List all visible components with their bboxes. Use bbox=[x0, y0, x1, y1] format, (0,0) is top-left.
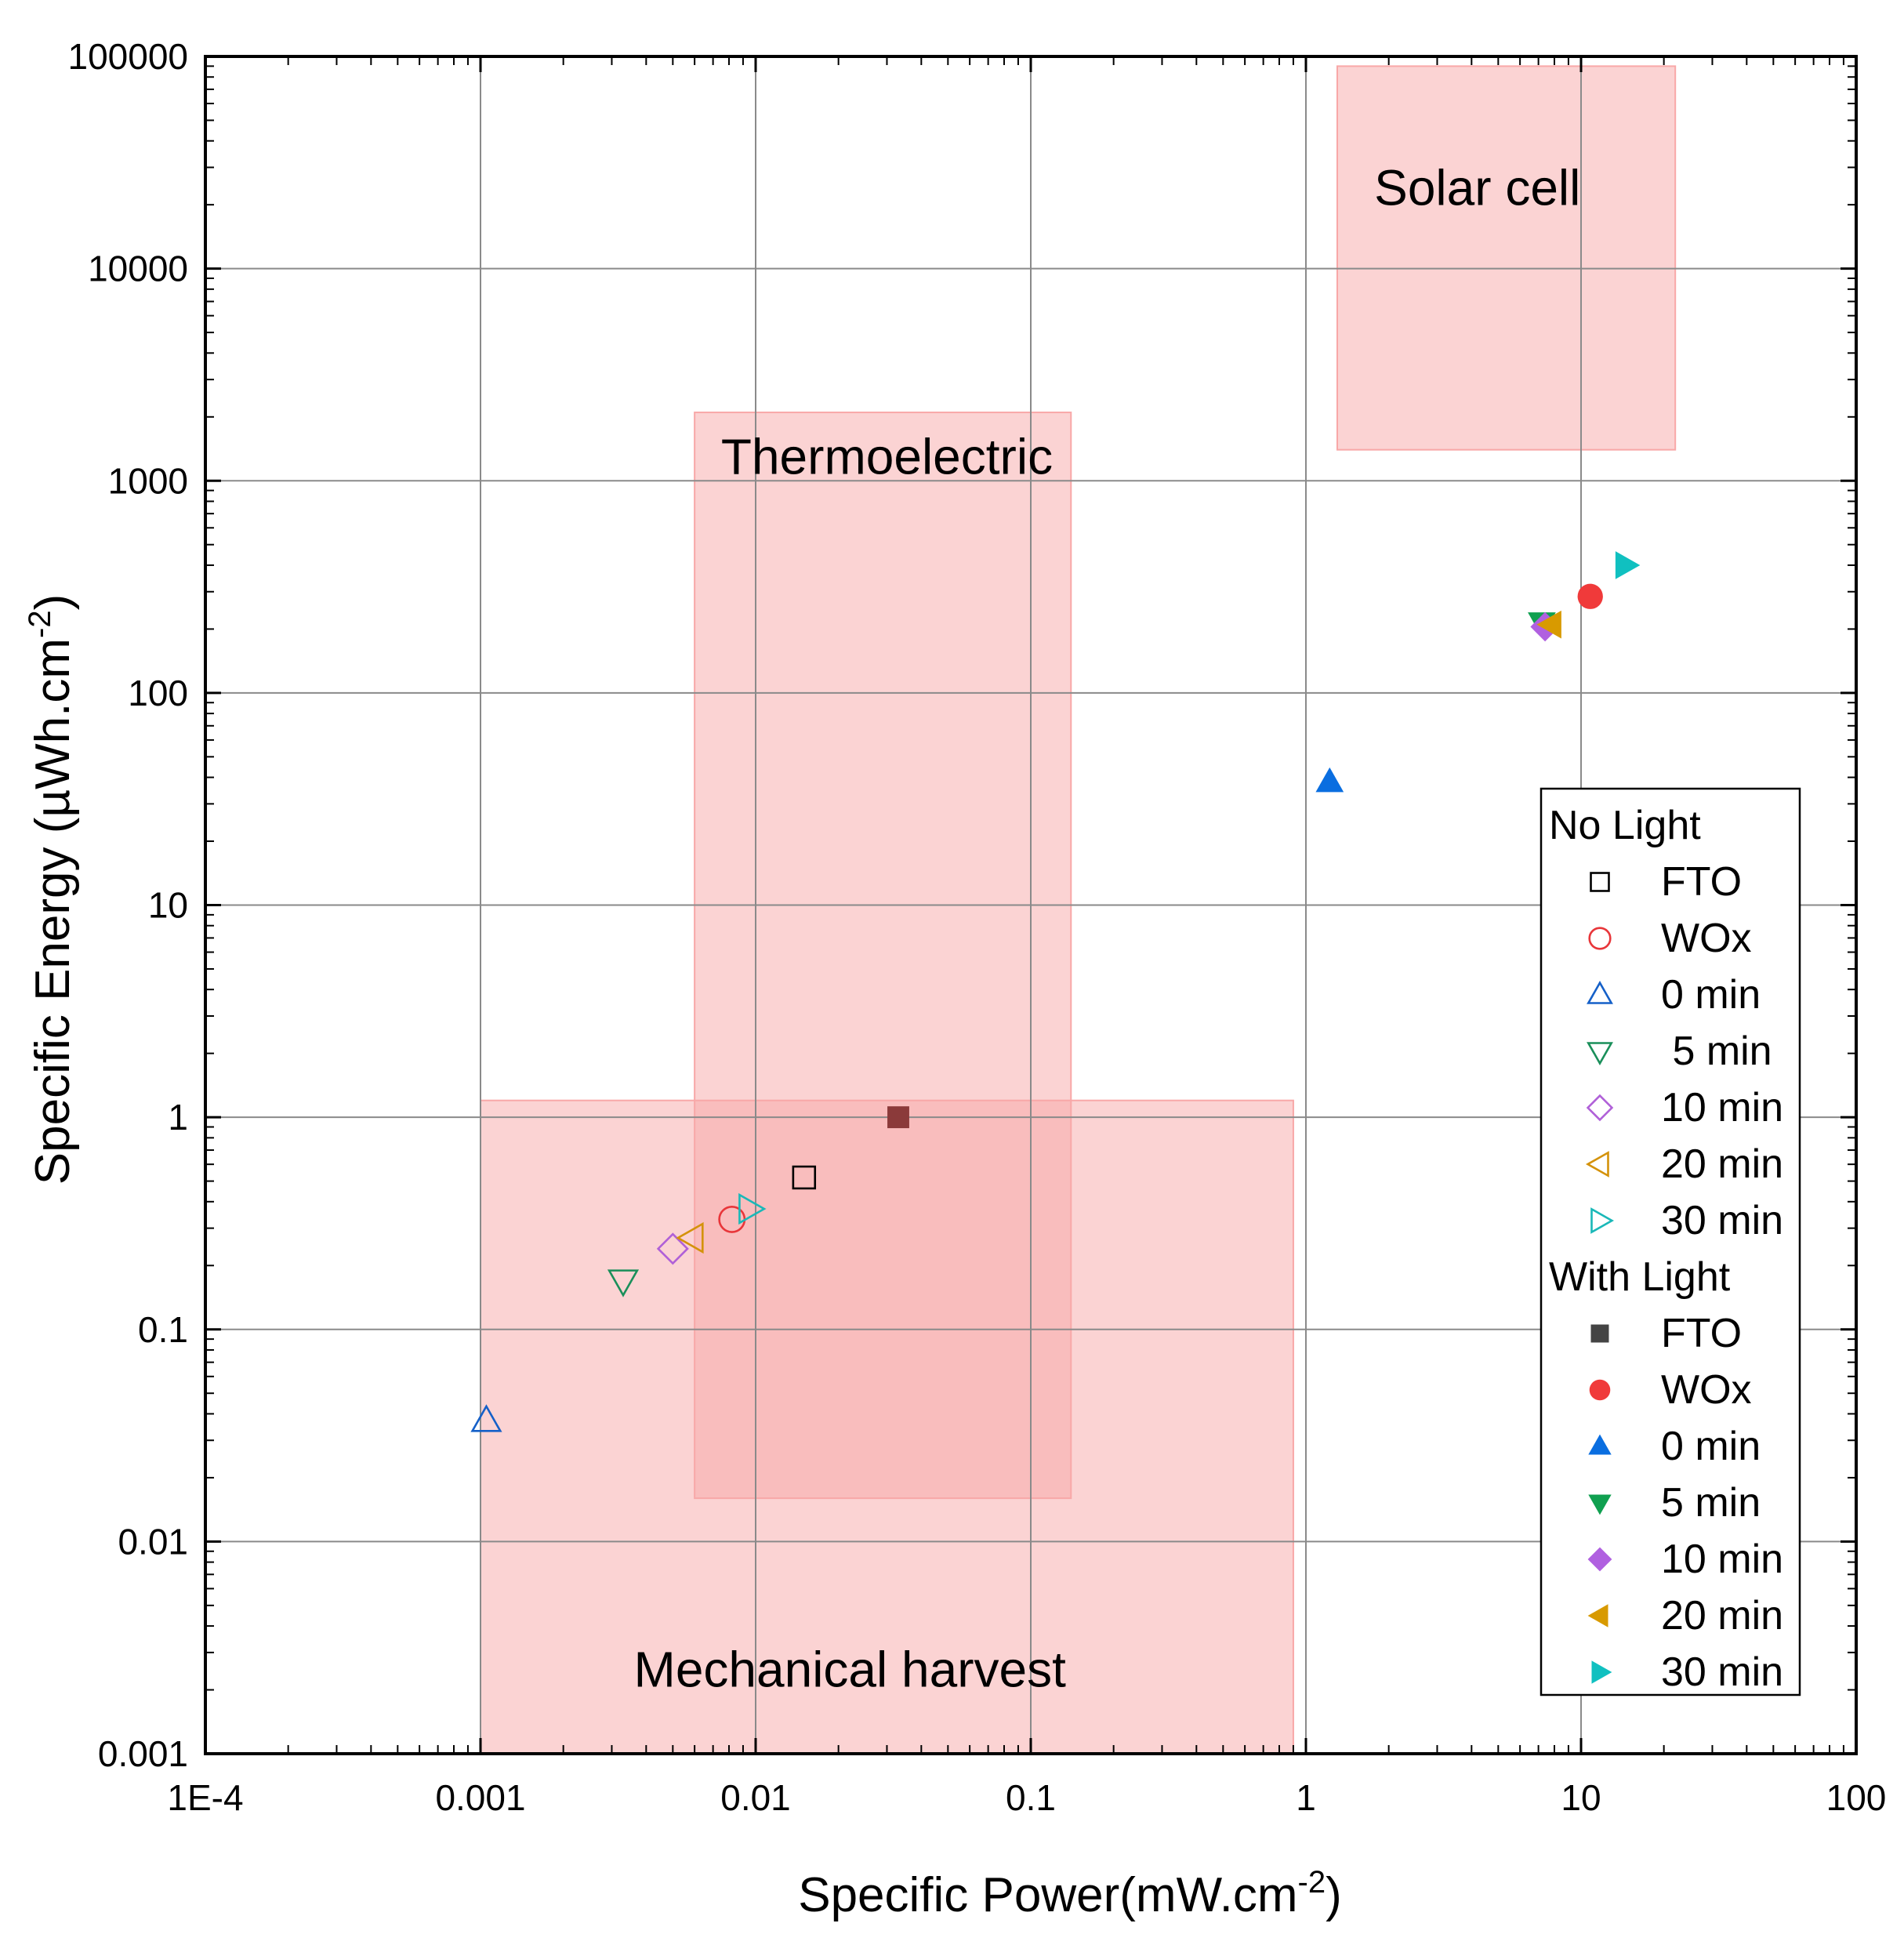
y-tick-label: 0.1 bbox=[138, 1309, 188, 1350]
x-axis-title: Specific Power(mW.cm-2) bbox=[798, 1865, 1342, 1922]
legend-marker bbox=[1589, 1379, 1611, 1401]
region-label: Solar cell bbox=[1374, 160, 1580, 216]
legend-marker bbox=[1588, 1434, 1612, 1455]
x-tick-label: 10 bbox=[1561, 1777, 1601, 1818]
y-axis-title: Specific Energy (µWh.cm-2) bbox=[23, 594, 80, 1185]
legend-entry-label: 0 min bbox=[1661, 1424, 1761, 1469]
x-tick-label: 1E-4 bbox=[167, 1777, 243, 1818]
region-3 bbox=[1336, 65, 1677, 451]
y-tick-label: 1 bbox=[168, 1097, 188, 1138]
legend-entry-label: 20 min bbox=[1661, 1141, 1783, 1187]
legend-marker bbox=[1587, 1604, 1608, 1627]
y-tick-label: 0.001 bbox=[98, 1733, 188, 1774]
legend-entry-label: 30 min bbox=[1661, 1198, 1783, 1243]
legend-entry-label: WOx bbox=[1661, 1367, 1752, 1413]
legend-marker bbox=[1586, 1094, 1614, 1122]
legend-marker bbox=[1587, 980, 1613, 1004]
points-layer bbox=[470, 551, 1641, 1432]
y-tick-label: 100000 bbox=[68, 36, 189, 77]
point-no-light-5-min bbox=[607, 1269, 640, 1297]
x-tick-label: 0.01 bbox=[720, 1777, 791, 1818]
legend-entry-label: 10 min bbox=[1661, 1085, 1783, 1130]
y-tick-label: 0.01 bbox=[118, 1521, 188, 1562]
legend-marker bbox=[1588, 1494, 1612, 1515]
regions-layer bbox=[480, 65, 1677, 1754]
legend-marker bbox=[1591, 1660, 1612, 1684]
point-with-light-wox bbox=[1577, 583, 1603, 609]
ticks-layer: 1E-4 0.001 0.01 0.1 1 10 1000.0010.010.1110100… bbox=[68, 36, 1887, 1818]
point-no-light-fto bbox=[792, 1165, 817, 1190]
legend-marker bbox=[1588, 927, 1612, 950]
legend-entry-label: 10 min bbox=[1661, 1537, 1783, 1582]
legend-entry-label: WOx bbox=[1661, 916, 1752, 961]
point-no-light-30-min bbox=[738, 1192, 767, 1225]
x-tick-label: 0.1 bbox=[1006, 1777, 1056, 1818]
x-tick-label: 0.001 bbox=[435, 1777, 525, 1818]
region-label: Thermoelectric bbox=[721, 428, 1053, 484]
axis-titles: Specific Power(mW.cm-2) Specific Energy (… bbox=[23, 594, 1342, 1922]
legend-entry-label: 0 min bbox=[1661, 972, 1761, 1018]
legend-entry-label: 20 min bbox=[1661, 1593, 1783, 1638]
legend-marker bbox=[1585, 1151, 1609, 1178]
legend-entry-label: 5 min bbox=[1661, 1480, 1761, 1526]
legend-marker bbox=[1587, 1547, 1612, 1572]
legend-group-title: With Light bbox=[1549, 1254, 1731, 1300]
legend-marker bbox=[1590, 1207, 1615, 1234]
legend-entry-label: 30 min bbox=[1661, 1649, 1783, 1695]
legend-group-title: No Light bbox=[1549, 803, 1701, 848]
legend-box bbox=[1540, 787, 1801, 1696]
y-tick-label: 1000 bbox=[108, 460, 188, 501]
point-with-light-fto bbox=[887, 1106, 909, 1129]
y-tick-label: 10000 bbox=[88, 249, 188, 289]
legend: No Light FTO WOx 0 min 5 min 10 min 20 min 30 … bbox=[1540, 787, 1801, 1696]
legend-marker bbox=[1587, 1042, 1613, 1066]
x-tick-label: 100 bbox=[1826, 1777, 1887, 1818]
point-no-light-0-min bbox=[470, 1404, 502, 1432]
region-label: Mechanical harvest bbox=[634, 1641, 1067, 1697]
y-tick-label: 100 bbox=[128, 673, 188, 713]
point-with-light-20-min bbox=[1536, 610, 1561, 639]
point-no-light-20-min bbox=[676, 1221, 704, 1254]
legend-entry-label: FTO bbox=[1661, 1311, 1742, 1356]
region-labels-layer: Mechanical harvest Thermoelectric Solar ce… bbox=[634, 160, 1581, 1698]
point-with-light-0-min bbox=[1315, 767, 1344, 793]
legend-entry-label: 5 min bbox=[1661, 1029, 1772, 1074]
legend-marker bbox=[1590, 1324, 1609, 1343]
point-no-light-10-min bbox=[656, 1232, 689, 1265]
x-tick-label: 1 bbox=[1296, 1777, 1316, 1818]
legend-entry-label: FTO bbox=[1661, 859, 1742, 905]
legend-marker bbox=[1590, 872, 1610, 892]
point-with-light-30-min bbox=[1615, 551, 1641, 579]
y-tick-label: 10 bbox=[148, 885, 188, 926]
region-2 bbox=[694, 412, 1072, 1500]
